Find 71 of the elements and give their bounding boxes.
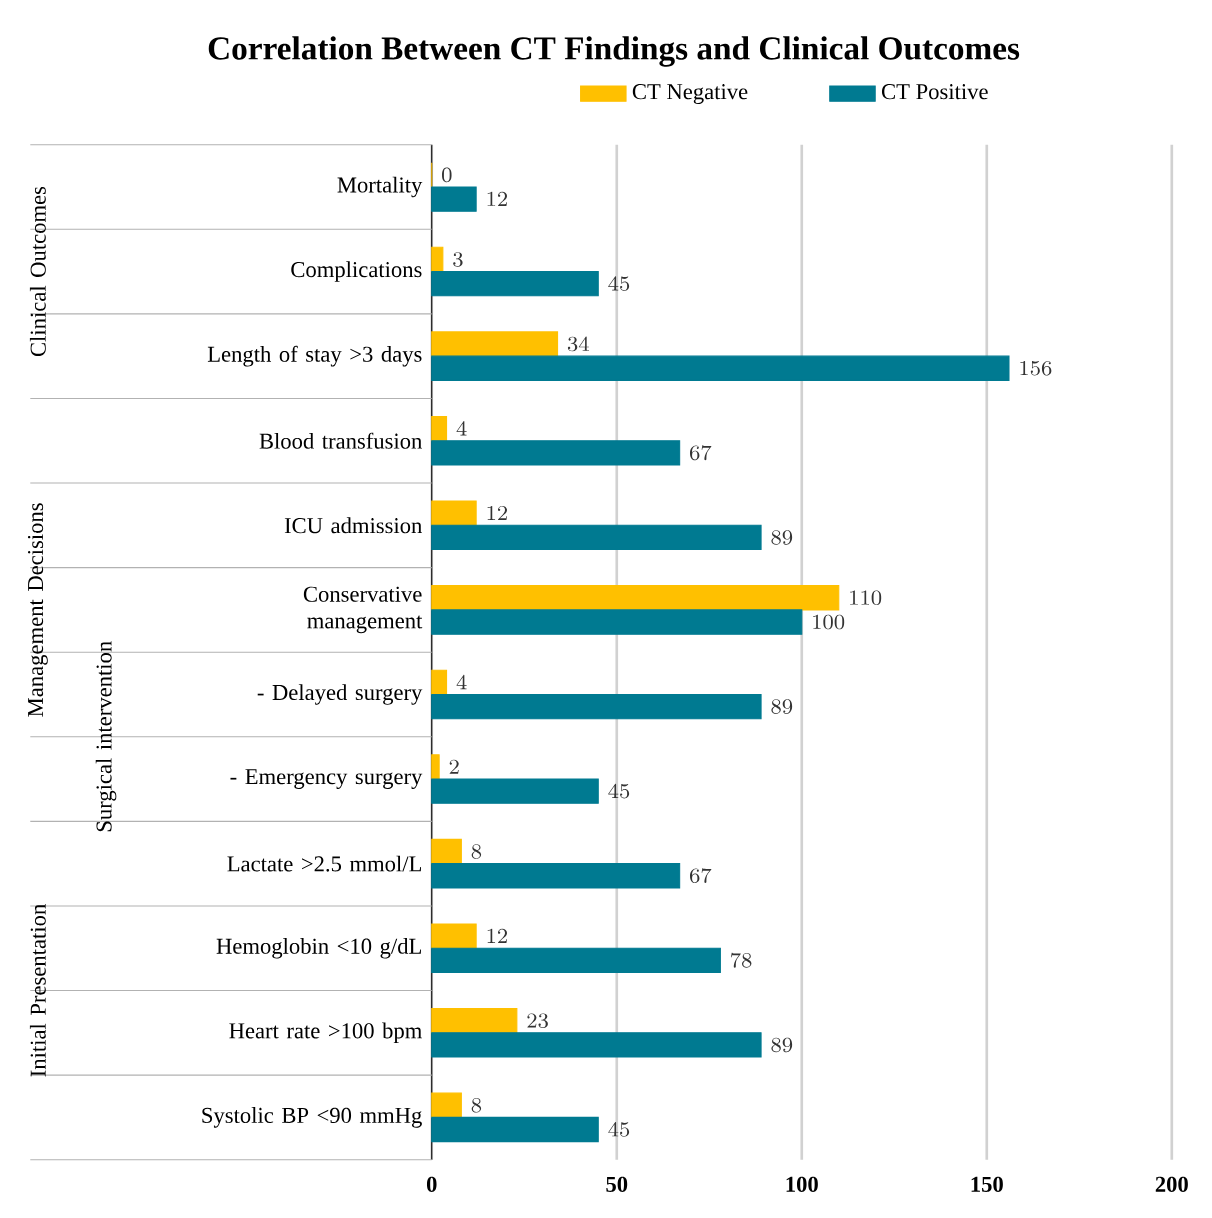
data-label: 156 xyxy=(1020,360,1052,376)
bar xyxy=(431,500,477,526)
bar xyxy=(431,693,762,720)
y-tick-label: Hemoglobin <10 g/dL xyxy=(216,937,422,959)
y-tick-label: Length of stay >3 days xyxy=(207,345,422,367)
bar xyxy=(431,355,1010,381)
data-label: 89 xyxy=(771,530,793,545)
data-label: 23 xyxy=(527,1013,548,1029)
y-tick-label: Complications xyxy=(291,261,422,282)
x-tick-label: 150 xyxy=(971,1176,1003,1192)
text: Management Decisions xyxy=(27,503,48,717)
data-label: 89 xyxy=(771,699,793,714)
bar xyxy=(431,838,462,865)
data-label: 89 xyxy=(771,1037,793,1053)
y-tick-label: - Emergency surgery xyxy=(230,769,423,789)
data-label: 4 xyxy=(456,421,467,436)
data-label: 45 xyxy=(608,276,630,291)
bar xyxy=(431,1092,462,1118)
bar xyxy=(431,669,448,695)
x-tick-label: 200 xyxy=(1155,1176,1188,1192)
bar xyxy=(431,1008,518,1034)
data-label: 8 xyxy=(471,1097,482,1113)
text: Clinical Outcomes xyxy=(29,186,46,357)
data-label: 3 xyxy=(453,252,463,267)
data-label: 2 xyxy=(449,759,459,774)
y-tick-label: Mortality xyxy=(337,176,423,198)
y-tick-label: Systolic BP <90 mmHg xyxy=(202,1107,422,1128)
bar xyxy=(431,1032,762,1058)
data-label: 12 xyxy=(487,928,508,943)
legend-label: CT Negative xyxy=(632,84,748,104)
bar xyxy=(431,440,681,466)
data-label: 8 xyxy=(471,844,482,859)
bar xyxy=(431,246,444,273)
data-label: 4 xyxy=(456,674,467,690)
bar xyxy=(431,947,721,973)
bar xyxy=(431,778,599,804)
bar xyxy=(431,331,559,357)
bar xyxy=(431,754,440,780)
data-label: 110 xyxy=(850,590,882,606)
bar xyxy=(431,186,477,212)
data-label: 34 xyxy=(567,336,589,352)
data-label: 12 xyxy=(487,505,508,521)
chart-title: Correlation Between CT Findings and Clinical Outcomes xyxy=(208,36,1020,67)
data-label: 12 xyxy=(487,191,508,206)
y-tick-label: Conservative management xyxy=(303,586,423,634)
x-tick-label: 100 xyxy=(786,1176,818,1192)
text: Surgical intervention xyxy=(95,641,117,832)
data-label: 45 xyxy=(608,1122,630,1137)
y-tick-label: Heart rate >100 bpm xyxy=(229,1022,423,1044)
bar xyxy=(431,271,599,297)
bar xyxy=(431,609,803,635)
bar xyxy=(431,585,840,611)
y-tick-label: - Delayed surgery xyxy=(257,684,423,705)
data-label: 67 xyxy=(690,445,712,461)
legend-label: CT Positive xyxy=(882,84,988,100)
data-label: 45 xyxy=(608,783,630,799)
y-tick-label: ICU admission xyxy=(284,517,423,534)
bar xyxy=(431,863,681,889)
y-tick-label: Lactate >2.5 mmol/L xyxy=(227,855,422,872)
data-label: 0 xyxy=(442,167,452,183)
data-label: 78 xyxy=(731,952,752,968)
bar xyxy=(431,524,762,551)
data-label: 67 xyxy=(690,868,712,884)
text: Initial Presentation xyxy=(29,904,46,1077)
y-tick-label: Blood transfusion xyxy=(259,432,423,449)
bar xyxy=(431,923,477,949)
bar xyxy=(431,415,448,442)
x-tick-label: 50 xyxy=(606,1176,628,1192)
data-label: 100 xyxy=(813,614,845,630)
bar xyxy=(431,1116,599,1143)
x-tick-label: 0 xyxy=(427,1176,437,1192)
